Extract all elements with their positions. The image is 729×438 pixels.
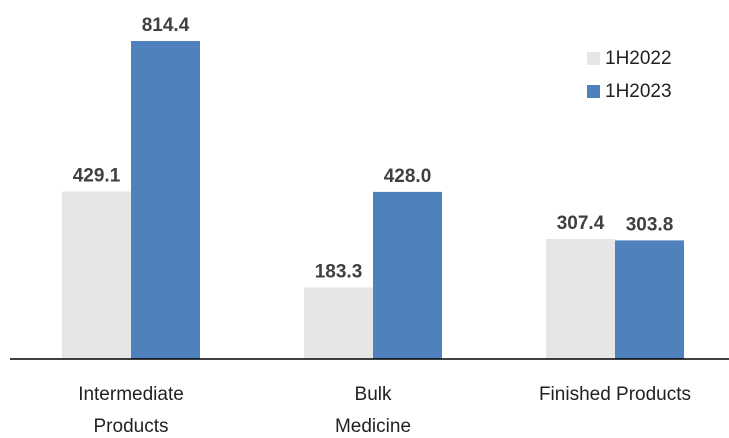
category-label-2-line-1: Bulk bbox=[355, 384, 392, 405]
category-label-2-line-2: Medicine bbox=[335, 416, 411, 437]
legend-label-1h2023: 1H2023 bbox=[605, 81, 672, 102]
value-label-1h2023-3: 303.8 bbox=[626, 214, 674, 235]
value-label-1h2022-2: 183.3 bbox=[315, 261, 363, 282]
value-labels-group: 429.1 814.4 183.3 428.0 307.4 303.8 bbox=[73, 15, 674, 282]
category-labels-group: Intermediate Products Bulk Medicine Finished… bbox=[78, 384, 691, 437]
bar-1h2023-2 bbox=[373, 191, 442, 359]
legend: 1H2022 1H2023 bbox=[587, 48, 672, 102]
value-label-1h2023-2: 428.0 bbox=[384, 166, 432, 187]
bar-1h2022-2 bbox=[304, 287, 373, 359]
bar-1h2022-1 bbox=[62, 191, 131, 359]
legend-swatch-1h2022 bbox=[587, 52, 600, 65]
bar-1h2023-1 bbox=[131, 41, 200, 359]
category-label-1-line-1: Intermediate bbox=[78, 384, 184, 405]
value-label-1h2022-3: 307.4 bbox=[557, 213, 605, 234]
legend-label-1h2022: 1H2022 bbox=[605, 48, 672, 69]
legend-swatch-1h2023 bbox=[587, 85, 600, 98]
category-label-3-line-1: Finished Products bbox=[539, 384, 691, 405]
value-label-1h2023-1: 814.4 bbox=[142, 15, 190, 36]
category-label-1-line-2: Products bbox=[94, 416, 169, 437]
bar-1h2023-3 bbox=[615, 240, 684, 359]
bar-1h2022-3 bbox=[546, 238, 615, 359]
value-label-1h2022-1: 429.1 bbox=[73, 165, 121, 186]
bars-group bbox=[62, 41, 684, 359]
